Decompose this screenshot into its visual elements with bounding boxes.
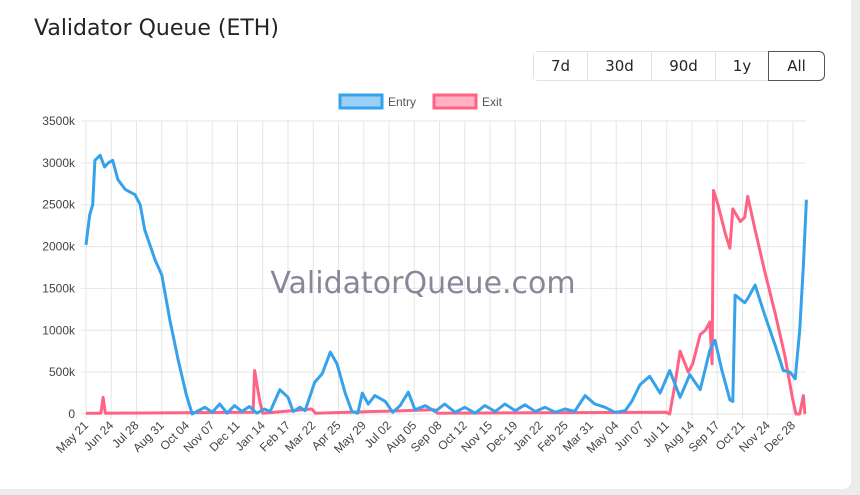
line-chart: 0 500k 1000k 1500k 2000k 2500k 3000k 3500k May 2… (42, 93, 808, 456)
legend-exit-swatch[interactable] (432, 93, 478, 110)
y-tick-label: 0 (68, 407, 75, 421)
y-tick-label: 2000k (42, 240, 76, 254)
x-tick-label: May 21 (53, 418, 91, 456)
y-tick-label: 2500k (42, 198, 76, 212)
y-tick-label: 3500k (42, 114, 76, 128)
y-tick-label: 1500k (42, 281, 76, 295)
series-line-exit (86, 189, 807, 416)
x-tick-label: Jun 07 (611, 418, 647, 454)
legend-entry-label[interactable]: Entry (388, 95, 416, 109)
range-1y-button[interactable]: 1y (716, 52, 769, 80)
range-all-button[interactable]: All (768, 51, 825, 81)
watermark: ValidatorQueue.com (270, 266, 575, 301)
range-30d-button[interactable]: 30d (588, 52, 652, 80)
x-tick-label: Jun 24 (81, 418, 117, 454)
chart-card: Validator Queue (ETH) 7d 30d 90d 1y All … (0, 0, 851, 489)
legend-entry-swatch[interactable] (338, 93, 384, 110)
range-90d-button[interactable]: 90d (652, 52, 716, 80)
page-title: Validator Queue (ETH) (34, 16, 279, 41)
series-line-entry (84, 153, 808, 416)
y-tick-label: 3000k (42, 156, 76, 170)
y-tick-label: 1000k (42, 323, 76, 337)
range-7d-button[interactable]: 7d (534, 52, 588, 80)
y-tick-label: 500k (49, 365, 76, 379)
range-selector: 7d 30d 90d 1y All (533, 51, 825, 81)
legend-exit-label[interactable]: Exit (482, 95, 503, 109)
